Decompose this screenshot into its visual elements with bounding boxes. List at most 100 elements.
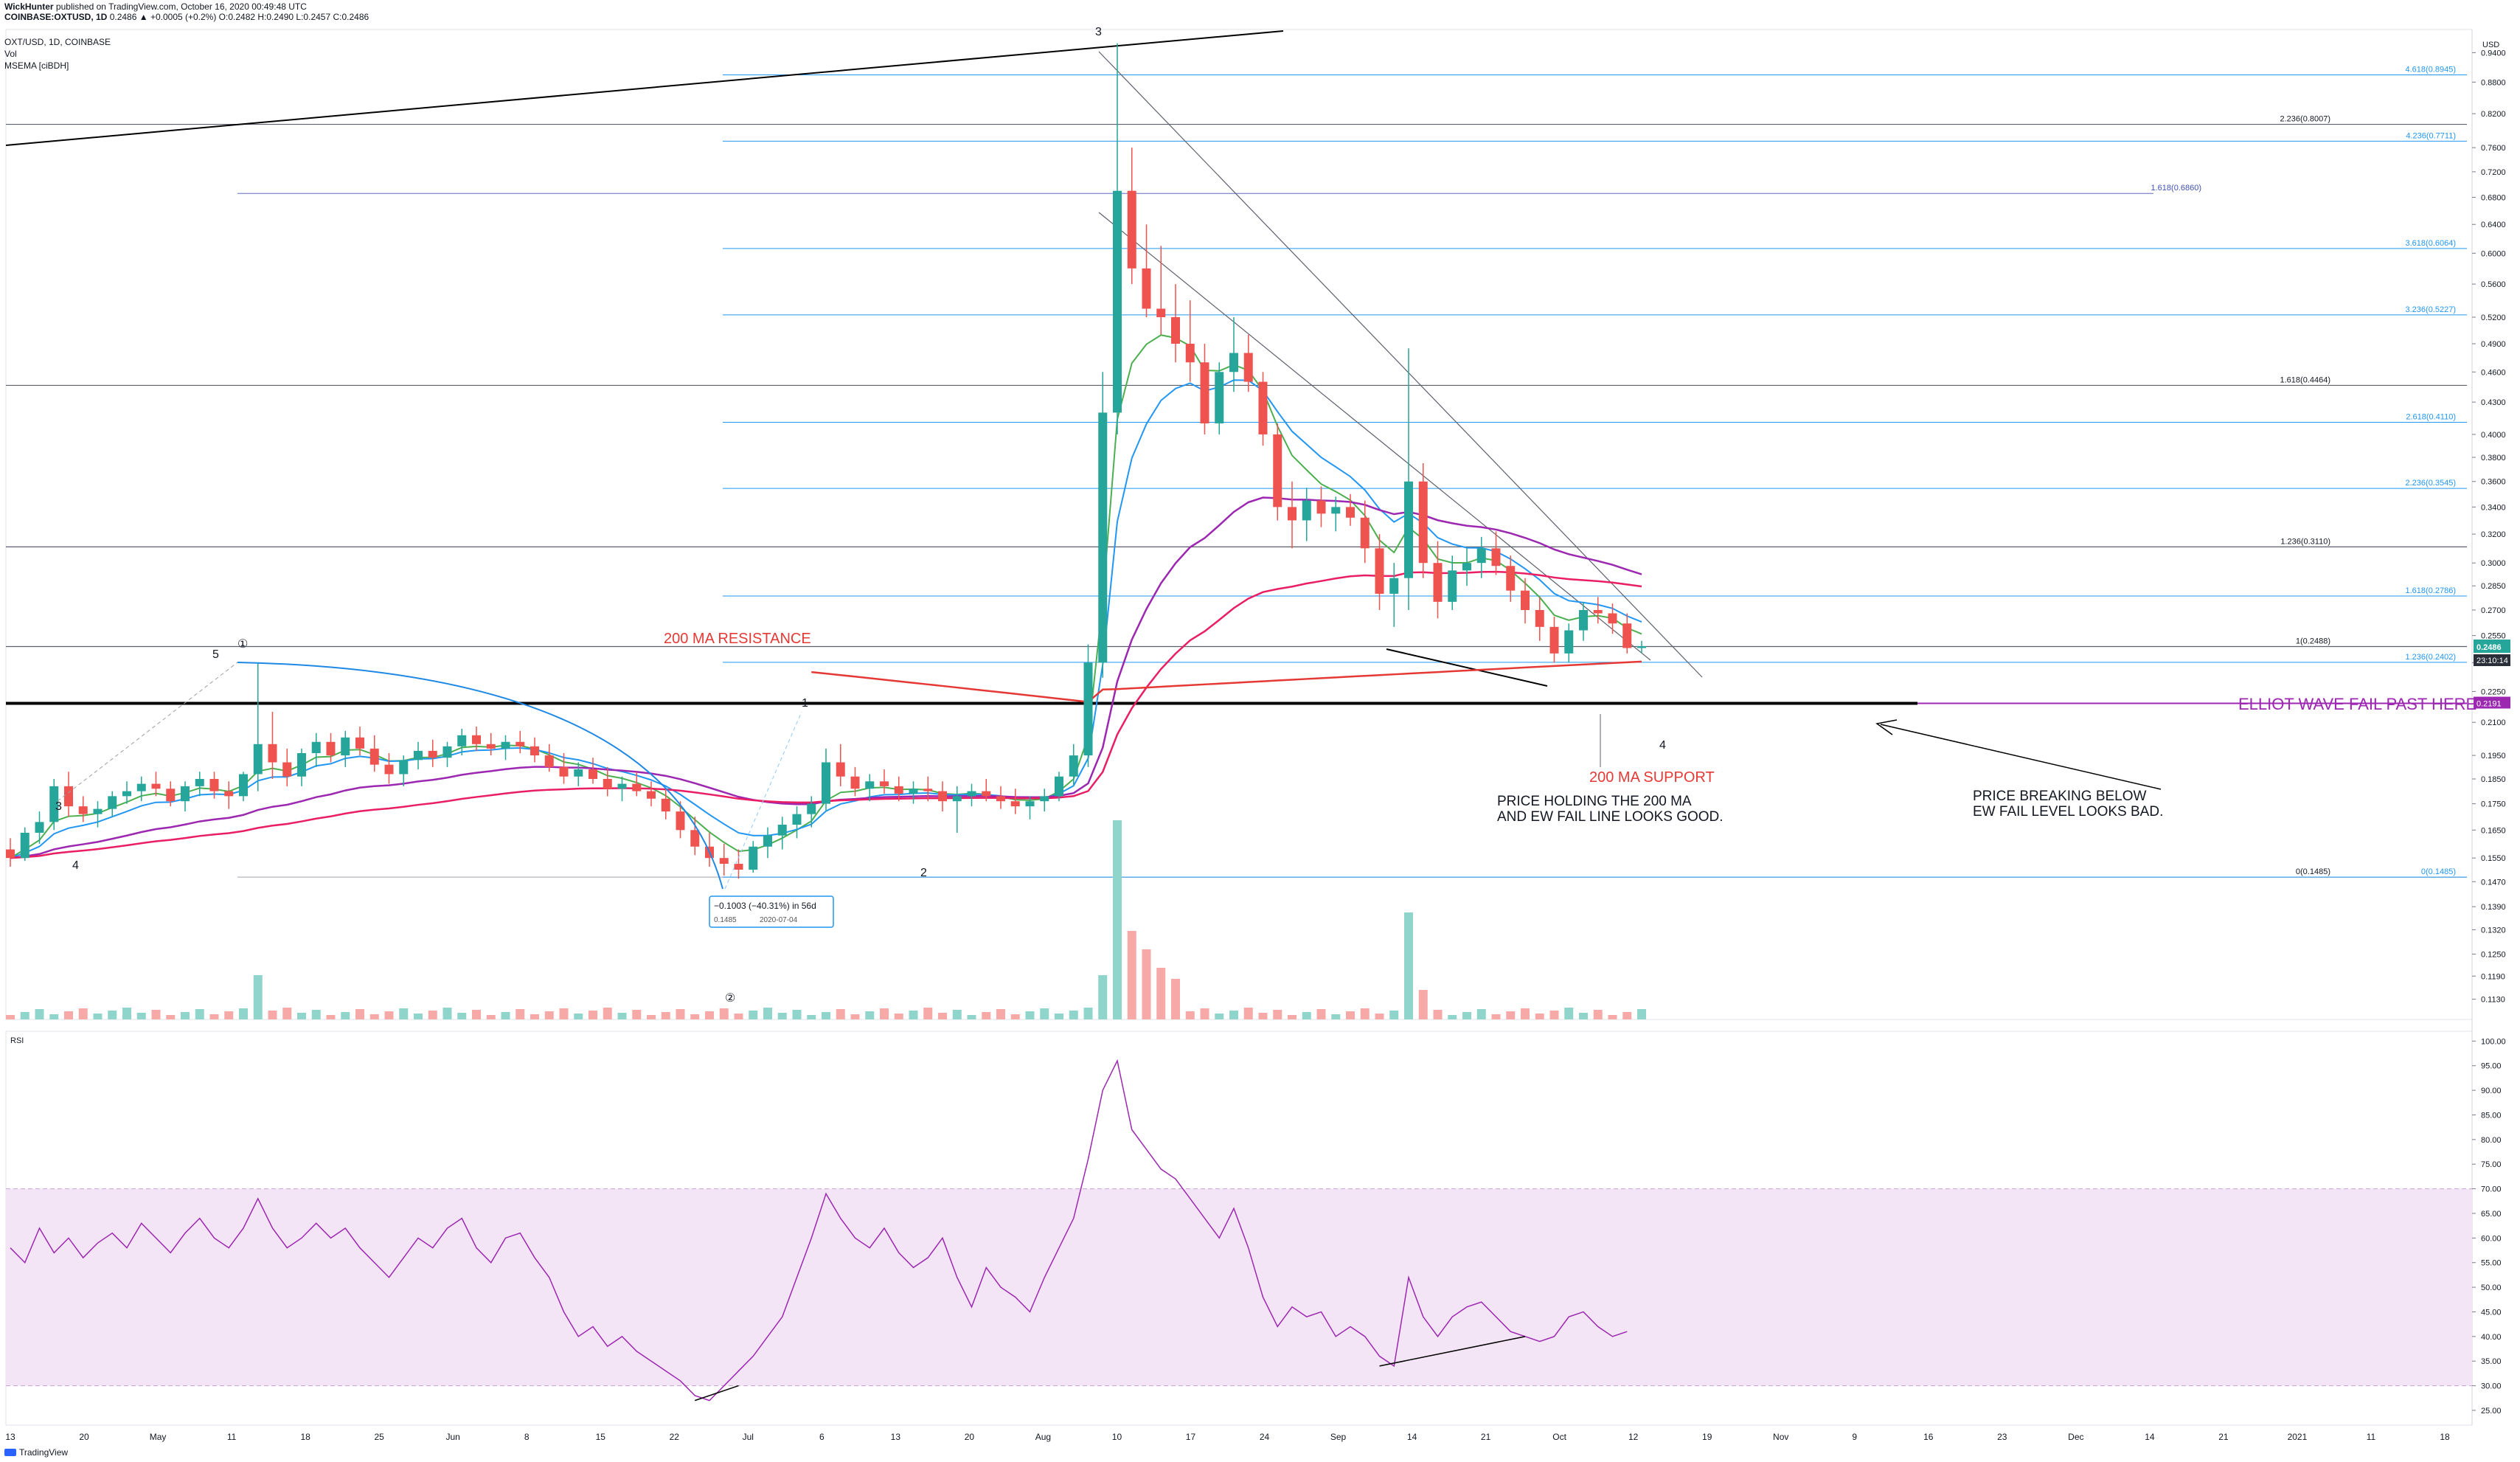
- rsi-divergence-1: [695, 1385, 739, 1402]
- candle-body: [1127, 190, 1136, 269]
- time-tick-label: 18: [2440, 1432, 2450, 1442]
- volume-bar: [1506, 1011, 1516, 1019]
- arc-curve: [237, 662, 723, 890]
- candle-body: [1215, 372, 1224, 423]
- candle-body: [792, 814, 802, 825]
- candle-body: [35, 822, 44, 833]
- candle-body: [1098, 412, 1108, 663]
- candle-body: [544, 755, 554, 767]
- legend-vol: Vol: [4, 49, 17, 59]
- volume-bar: [341, 1012, 350, 1019]
- time-tick-label: Nov: [1773, 1432, 1788, 1442]
- volume-bar: [647, 1015, 656, 1019]
- price-tick-label: 0.1850: [2481, 775, 2506, 784]
- volume-bar: [64, 1011, 73, 1019]
- rsi-tick-label: 65.00: [2481, 1210, 2502, 1219]
- volume-bar: [1258, 1013, 1268, 1019]
- price-tick-label: 0.1470: [2481, 878, 2506, 887]
- candle-body: [64, 786, 73, 807]
- fib-ext-label: 4.236(0.7711): [2406, 131, 2456, 140]
- volume-bar: [661, 1012, 670, 1019]
- candle-body: [384, 764, 394, 775]
- candle-body: [1025, 801, 1035, 807]
- fib-level-label: 1.618(0.4464): [2280, 375, 2331, 384]
- volume-bar: [1346, 1011, 1355, 1019]
- ema-magenta-line: [10, 570, 1642, 859]
- fib-level-label: 1.236(0.3110): [2280, 537, 2330, 546]
- candle-body: [1316, 500, 1326, 514]
- candle-body: [122, 791, 131, 797]
- volume-bar: [734, 1014, 743, 1019]
- volume-bar: [326, 1015, 336, 1019]
- candle-body: [1637, 646, 1646, 648]
- price-tick-label: 0.1130: [2481, 996, 2505, 1005]
- fib-level-label: 0(0.1485): [2296, 867, 2330, 876]
- volume-bar: [486, 1015, 496, 1019]
- volume-bar: [1200, 1008, 1209, 1019]
- published-text: published on TradingView.com, October 16…: [55, 1, 307, 12]
- rsi-tick-label: 80.00: [2481, 1136, 2502, 1145]
- volume-bar: [836, 1009, 845, 1019]
- volume-bar: [1389, 1011, 1399, 1019]
- volume-bar: [108, 1011, 117, 1019]
- rsi-tick-label: 30.00: [2481, 1382, 2502, 1391]
- price-tick-label: 0.1190: [2481, 972, 2505, 981]
- candle-body: [6, 849, 15, 859]
- time-tick-label: 11: [2367, 1432, 2376, 1442]
- volume-bar: [253, 975, 263, 1019]
- candle-body: [952, 796, 962, 802]
- volume-bar: [617, 1013, 627, 1019]
- volume-bar: [136, 1013, 146, 1019]
- candle-body: [865, 781, 875, 789]
- tradingview-brand[interactable]: TradingView: [4, 1447, 68, 1458]
- candle-body: [326, 741, 336, 756]
- candle-body: [369, 748, 379, 765]
- time-tick-label: 19: [1702, 1432, 1712, 1442]
- time-tick-label: 14: [2145, 1432, 2155, 1442]
- tradingview-logo-icon: [4, 1449, 16, 1456]
- time-tick-label: 25: [374, 1432, 384, 1442]
- candle-body: [1055, 776, 1063, 797]
- candle-body: [166, 789, 176, 802]
- candle-body: [1113, 190, 1122, 413]
- measure-box: [709, 895, 834, 928]
- measure-price: 0.1485: [714, 916, 737, 924]
- candle-body: [1083, 662, 1093, 756]
- descending-line-2: [1098, 212, 1651, 661]
- candle-body: [1142, 268, 1151, 309]
- time-tick-label: Aug: [1035, 1432, 1051, 1442]
- rsi-tick-label: 40.00: [2481, 1333, 2502, 1342]
- time-tick-label: 23: [1997, 1432, 2007, 1442]
- price-tick-label: 0.6000: [2481, 249, 2506, 258]
- volume-bar: [239, 1008, 248, 1019]
- candle-body: [428, 750, 437, 758]
- volume-bar: [938, 1013, 947, 1019]
- candle-body: [1185, 343, 1195, 363]
- candle-body: [399, 760, 409, 775]
- price-tick-label: 0.3400: [2481, 503, 2506, 512]
- volume-bar: [807, 1015, 816, 1019]
- volume-bar: [530, 1014, 539, 1019]
- fib-ext-label: 2.618(0.4110): [2406, 412, 2456, 421]
- time-tick-label: 9: [1852, 1432, 1857, 1442]
- candle-body: [1302, 500, 1311, 521]
- volume-bar: [1113, 820, 1122, 1019]
- candle-body: [209, 778, 219, 791]
- volume-bar: [355, 1009, 364, 1019]
- wave-label: 2: [920, 867, 927, 879]
- price-tick-label: 0.3600: [2481, 478, 2506, 487]
- candle-body: [1273, 434, 1282, 507]
- wave-label: 4: [1659, 739, 1666, 752]
- price-pane-border: [5, 29, 2473, 1020]
- volume-bar: [1273, 1010, 1282, 1019]
- volume-bar: [472, 1010, 481, 1019]
- rsi-tick-label: 95.00: [2481, 1062, 2502, 1071]
- candle-body: [1521, 590, 1530, 610]
- price-tick-label: 0.3800: [2481, 454, 2506, 462]
- time-tick-label: Dec: [2068, 1432, 2083, 1442]
- volume-bar: [967, 1015, 976, 1019]
- candle-body: [996, 796, 1005, 802]
- time-tick-label: 16: [1923, 1432, 1934, 1442]
- volume-bar: [1593, 1010, 1603, 1019]
